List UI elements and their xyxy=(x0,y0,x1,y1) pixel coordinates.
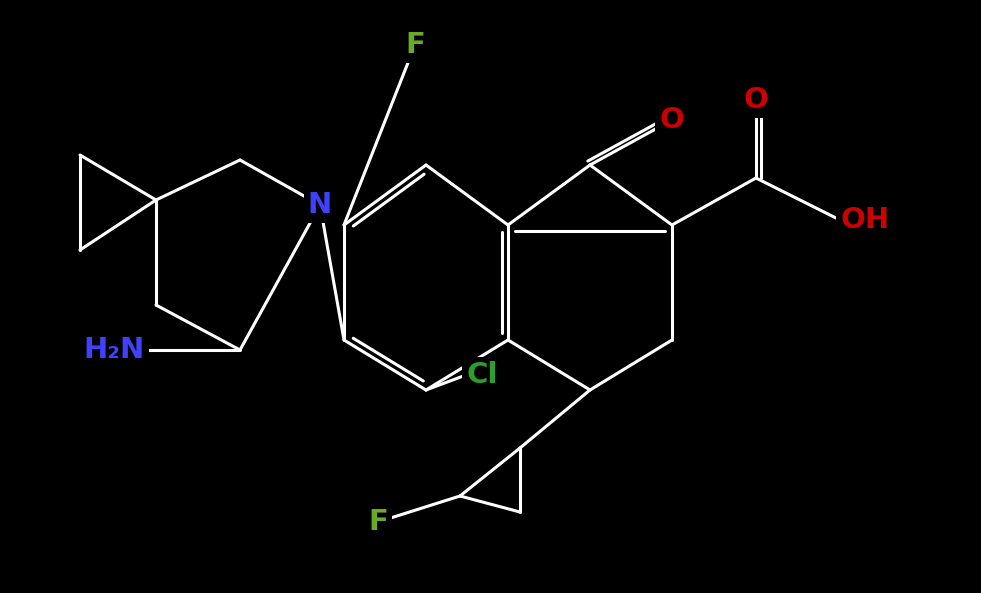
Text: N: N xyxy=(308,191,333,219)
Text: H₂N: H₂N xyxy=(83,336,145,364)
Text: O: O xyxy=(659,106,685,134)
Text: F: F xyxy=(368,508,387,536)
Text: F: F xyxy=(405,31,425,59)
Text: OH: OH xyxy=(840,206,889,234)
Text: Cl: Cl xyxy=(466,361,497,389)
Text: O: O xyxy=(744,86,768,114)
